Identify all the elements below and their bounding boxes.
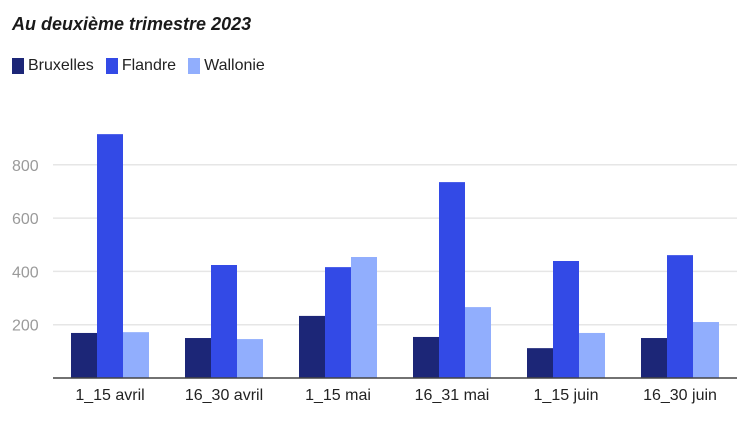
- chart-subtitle: Au deuxième trimestre 2023: [12, 14, 252, 34]
- y-tick-label: 400: [12, 264, 39, 281]
- x-tick-label: 1_15 mai: [305, 387, 371, 404]
- legend: Bruxelles Flandre Wallonie: [12, 57, 265, 75]
- bar-wallonie: [579, 332, 605, 378]
- bar-wallonie: [351, 257, 377, 378]
- bar-bruxelles: [71, 332, 97, 378]
- bar-wallonie: [693, 322, 719, 378]
- y-tick-label: 200: [12, 318, 39, 335]
- bar-flandre: [553, 261, 579, 378]
- legend-swatch: [188, 58, 201, 74]
- y-tick-label: 600: [12, 211, 39, 228]
- bar-wallonie: [237, 339, 263, 378]
- bar-flandre: [325, 267, 351, 378]
- x-tick-label: 16_30 avril: [185, 387, 263, 404]
- legend-swatch: [12, 58, 24, 74]
- bar-bruxelles: [185, 338, 211, 378]
- bar-bruxelles: [413, 336, 439, 378]
- bar-wallonie: [123, 332, 149, 378]
- bar-flandre: [667, 255, 693, 378]
- legend-item-bruxelles: Bruxelles: [12, 57, 94, 75]
- bar-flandre: [211, 265, 237, 378]
- x-tick-label: 16_31 mai: [415, 387, 490, 404]
- legend-swatch: [105, 58, 118, 74]
- bar-bruxelles: [299, 315, 325, 378]
- y-tick-label: 800: [12, 158, 39, 175]
- x-tick-label: 16_30 juin: [643, 387, 717, 404]
- bar-flandre: [439, 182, 465, 378]
- legend-label: Bruxelles: [28, 57, 94, 74]
- bar-bruxelles: [641, 338, 667, 378]
- bar-bruxelles: [527, 348, 553, 378]
- legend-item-wallonie: Wallonie: [188, 57, 265, 75]
- legend-item-flandre: Flandre: [105, 57, 177, 75]
- x-tick-label: 1_15 avril: [75, 387, 144, 404]
- bar-flandre: [97, 134, 123, 378]
- legend-label: Flandre: [121, 57, 177, 74]
- bar-wallonie: [465, 307, 491, 378]
- legend-label: Wallonie: [204, 57, 265, 74]
- x-tick-label: 1_15 juin: [534, 387, 599, 404]
